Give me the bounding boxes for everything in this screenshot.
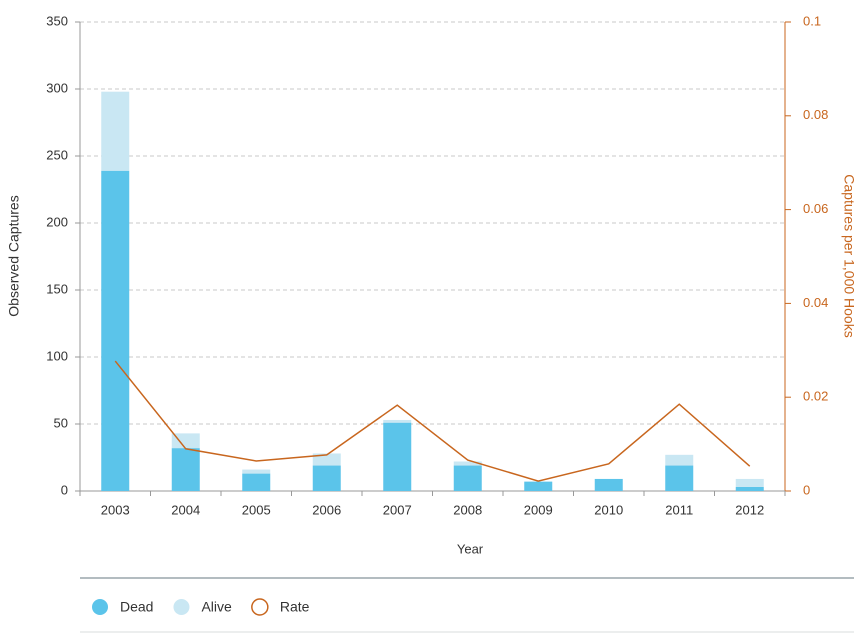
bar	[735, 478, 764, 487]
y-tick-label: 0	[61, 482, 68, 497]
y2-tick-label: 0	[803, 482, 810, 497]
x-tick-label: 2010	[594, 502, 623, 517]
bar	[524, 481, 553, 491]
bar	[383, 422, 412, 491]
bar	[665, 454, 694, 466]
bar	[242, 469, 271, 474]
x-axis-label: Year	[457, 541, 484, 556]
bar	[242, 473, 271, 491]
bar	[312, 465, 341, 491]
bar	[383, 419, 412, 423]
legend-label: Alive	[201, 599, 232, 615]
x-tick-label: 2008	[453, 502, 482, 517]
y2-tick-label: 0.04	[803, 295, 828, 310]
y2-tick-label: 0.02	[803, 389, 828, 404]
x-tick-label: 2012	[735, 502, 764, 517]
x-tick-label: 2006	[312, 502, 341, 517]
y-tick-label: 250	[46, 147, 68, 162]
x-tick-label: 2009	[524, 502, 553, 517]
legend-swatch	[173, 599, 190, 615]
bar	[453, 461, 482, 466]
bar	[171, 448, 200, 491]
x-tick-label: 2011	[665, 502, 693, 517]
y-tick-label: 150	[46, 281, 68, 296]
y2-tick-label: 0.1	[803, 13, 821, 28]
bar	[101, 170, 130, 492]
bar	[453, 465, 482, 491]
y2-axis-label: Captures per 1,000 Hooks	[841, 174, 854, 337]
x-tick-label: 2005	[242, 502, 271, 517]
y-tick-label: 200	[46, 214, 68, 229]
bar	[665, 465, 694, 491]
legend-label: Rate	[280, 599, 310, 615]
y-tick-label: 300	[46, 80, 68, 95]
legend-label: Dead	[120, 599, 153, 615]
y-tick-label: 350	[46, 13, 68, 28]
y-tick-label: 100	[46, 348, 68, 363]
x-tick-label: 2003	[101, 502, 130, 517]
legend-swatch	[251, 598, 269, 616]
legend-swatch	[92, 599, 108, 615]
y2-tick-label: 0.08	[803, 107, 828, 122]
y-axis-label: Observed Captures	[6, 195, 22, 316]
bar	[594, 478, 623, 491]
bar	[735, 486, 764, 491]
x-tick-label: 2007	[383, 502, 412, 517]
rate-line	[114, 360, 751, 482]
bar	[101, 91, 130, 171]
y-tick-label: 50	[54, 415, 68, 430]
bar	[312, 453, 341, 466]
x-tick-label: 2004	[171, 502, 200, 517]
bar	[171, 433, 200, 449]
y2-tick-label: 0.06	[803, 201, 828, 216]
